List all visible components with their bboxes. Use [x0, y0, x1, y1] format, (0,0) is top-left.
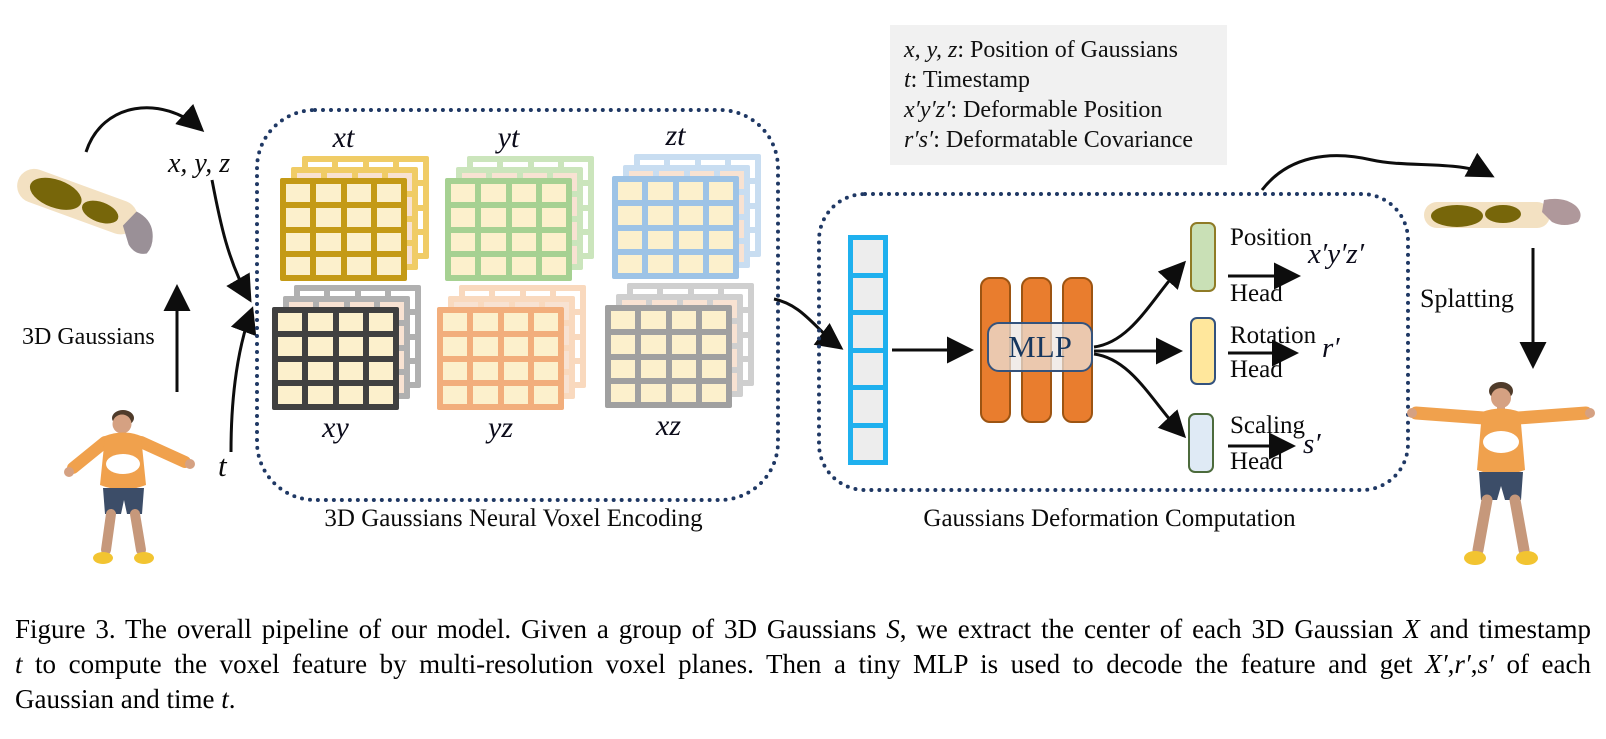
xyz-input-label: x, y, z [168, 148, 231, 179]
t-input-label: t [218, 448, 227, 483]
voxel-plane-xz [605, 283, 755, 409]
hand [1585, 408, 1595, 418]
voxel-box-caption: 3D Gaussians Neural Voxel Encoding [324, 505, 703, 532]
arrow-xyz-to-voxelbox [210, 179, 252, 303]
feature-cell [853, 315, 883, 348]
mlp-label-badge: MLP [987, 322, 1093, 372]
gaussian-blob [29, 177, 82, 210]
shoe [93, 552, 113, 564]
gaussian-arm-image-right [1424, 198, 1581, 228]
gaussian-blob [81, 200, 119, 224]
hand [64, 467, 74, 477]
scaling-head-label-2: Head [1230, 448, 1283, 475]
leg [101, 509, 116, 555]
legend-line-xyz: x, y, z: Position of Gaussians [904, 37, 1179, 63]
scaling-head-box [1188, 413, 1214, 473]
rotation-head-output: r′ [1322, 332, 1340, 364]
voxel-grid-layer [605, 305, 732, 408]
leg [130, 509, 146, 555]
plane-label-xz: xz [656, 409, 681, 442]
rotation-head-label-1: Rotation [1230, 322, 1317, 349]
voxel-grid-layer [280, 178, 407, 281]
rotation-head-box [1190, 317, 1216, 385]
shorts [103, 488, 144, 514]
feature-cell [853, 390, 883, 423]
figure-caption: Figure 3. The overall pipeline of our mo… [15, 612, 1591, 717]
arm [1511, 406, 1593, 425]
3d-gaussians-label: 3D Gaussians [22, 324, 155, 350]
gaussian-arm-image-left [17, 168, 153, 254]
leg [1509, 494, 1530, 556]
shorts [1479, 472, 1523, 500]
voxel-encoding-box [255, 108, 780, 502]
voxel-grid-layer [445, 178, 572, 281]
chest-logo [106, 454, 140, 474]
feature-cell [853, 352, 883, 385]
plane-label-yt: yt [497, 121, 520, 154]
hand-shape [122, 211, 153, 254]
arrow-deformbox-to-hand [1260, 152, 1495, 191]
deformation-box-caption: Gaussians Deformation Computation [923, 505, 1296, 532]
mlp-label: MLP [1008, 329, 1072, 364]
position-head-label-1: Position [1230, 224, 1312, 251]
position-head-box [1190, 222, 1216, 292]
voxel-plane-zt [612, 154, 762, 280]
plane-label-yz: yz [488, 411, 513, 444]
feature-vector [848, 235, 888, 465]
feature-cell [853, 427, 883, 460]
chest-logo [1483, 431, 1519, 453]
gaussian-blob [1431, 205, 1483, 227]
plane-label-xt: xt [332, 121, 355, 154]
rotation-head-label-2: Head [1230, 356, 1283, 383]
arm [1409, 406, 1491, 425]
position-head-label-2: Head [1230, 280, 1283, 307]
person-image-left [64, 410, 195, 564]
legend-box: x, y, z: Position of Gaussians t: Timest… [890, 25, 1227, 165]
shoe [1516, 551, 1538, 565]
arm [135, 436, 191, 468]
plane-label-zt: zt [665, 119, 686, 152]
legend-line-t: t: Timestamp [904, 67, 1031, 93]
splatting-label: Splatting [1420, 284, 1514, 313]
scaling-head-output: s′ [1303, 428, 1321, 460]
legend-line-xpypzp: x′y′z′: Deformable Position [904, 97, 1163, 123]
gaussian-blob [1485, 205, 1521, 223]
scaling-head-label-1: Scaling [1230, 412, 1305, 439]
head [112, 414, 132, 434]
plane-label-xy: xy [322, 411, 349, 444]
feature-cell [853, 277, 883, 310]
arm [67, 436, 111, 474]
arrow-mlp-to-scaling-head [1093, 352, 1187, 439]
arrow-voxelbox-to-vector [773, 297, 844, 350]
feature-cell [853, 240, 883, 273]
caption-line-3: Gaussian and time t. [15, 684, 236, 714]
voxel-grid-layer [272, 307, 399, 410]
voxel-plane-xt [280, 156, 430, 282]
voxel-plane-xy [272, 285, 422, 411]
voxel-plane-yz [437, 285, 587, 411]
arrow-t-to-voxelbox [229, 306, 257, 453]
hand [1407, 408, 1417, 418]
hand [185, 459, 195, 469]
caption-line-2: t to compute the voxel feature by multi-… [15, 649, 1591, 679]
leg [1472, 494, 1493, 556]
head [1491, 388, 1511, 408]
voxel-plane-yt [445, 156, 595, 282]
voxel-grid-layer [612, 176, 739, 279]
arrows-layer [84, 103, 1547, 460]
deformation-box [817, 192, 1410, 492]
person-image-right [1407, 382, 1595, 565]
hand-shape [1542, 198, 1581, 225]
caption-line-1: Figure 3. The overall pipeline of our mo… [15, 614, 1591, 644]
position-head-output: x′y′z′ [1308, 238, 1365, 270]
arrow-mlp-to-position-head [1093, 260, 1187, 349]
shoe [1464, 551, 1486, 565]
voxel-grid-layer [437, 307, 564, 410]
arrow-hand-to-xyz [84, 103, 205, 153]
shoe [134, 552, 154, 564]
legend-line-rpsp: r′s′: Deformatable Covariance [904, 127, 1194, 153]
